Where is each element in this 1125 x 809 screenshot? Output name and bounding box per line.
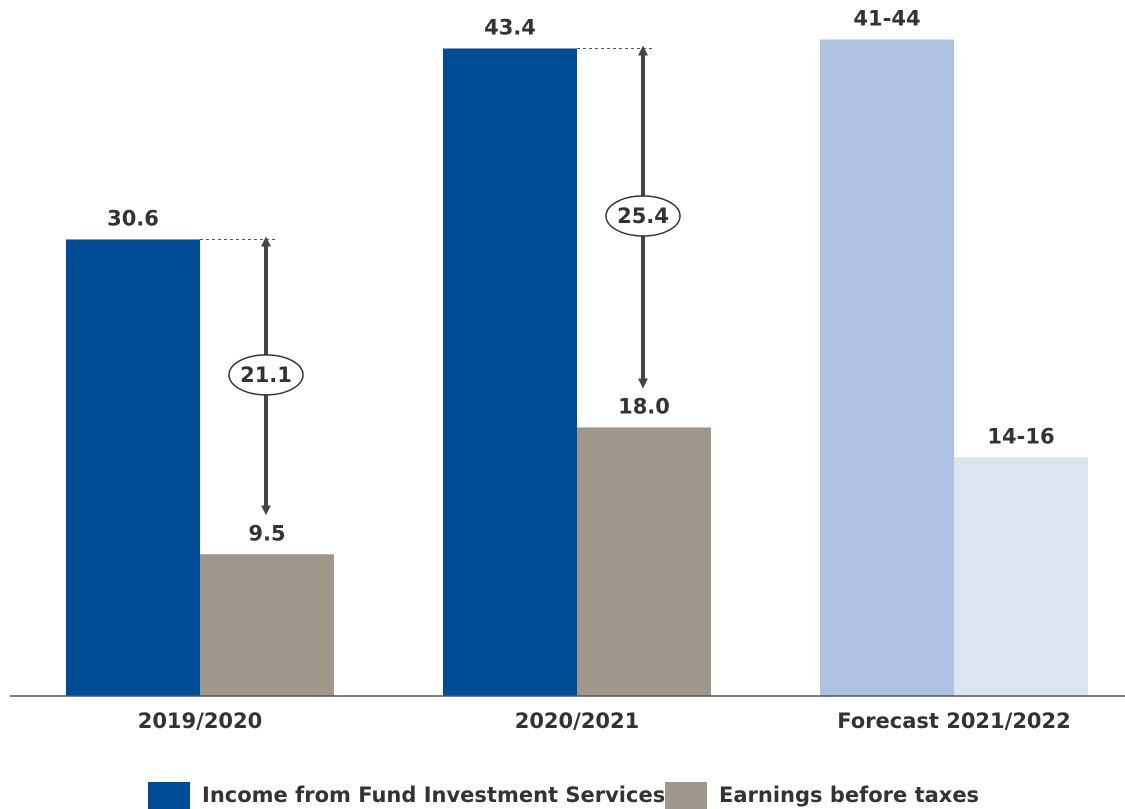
difference-badge bbox=[228, 354, 304, 396]
bar bbox=[66, 239, 200, 696]
bar bbox=[443, 48, 577, 697]
x-tick-label: 2019/2020 bbox=[138, 709, 263, 733]
value-label: 43.4 bbox=[484, 15, 536, 39]
value-label: 14-16 bbox=[987, 424, 1054, 448]
value-label: 41-44 bbox=[853, 7, 920, 31]
difference-label: 21.1 bbox=[240, 363, 292, 387]
legend-swatch bbox=[665, 782, 707, 809]
x-tick-label: 2020/2021 bbox=[515, 709, 640, 733]
bar bbox=[954, 457, 1088, 696]
value-label: 30.6 bbox=[107, 206, 159, 230]
legend-label: Income from Fund Investment Services bbox=[202, 783, 665, 807]
legend-swatch bbox=[148, 782, 190, 809]
difference-badge bbox=[605, 195, 681, 237]
bar bbox=[820, 39, 954, 696]
legend-label: Earnings before taxes bbox=[719, 783, 979, 807]
value-label: 18.0 bbox=[618, 394, 670, 418]
bar bbox=[577, 427, 711, 696]
value-label: 9.5 bbox=[248, 521, 285, 545]
difference-label: 25.4 bbox=[617, 204, 669, 228]
bar bbox=[200, 554, 334, 696]
x-tick-label: Forecast 2021/2022 bbox=[837, 709, 1071, 733]
